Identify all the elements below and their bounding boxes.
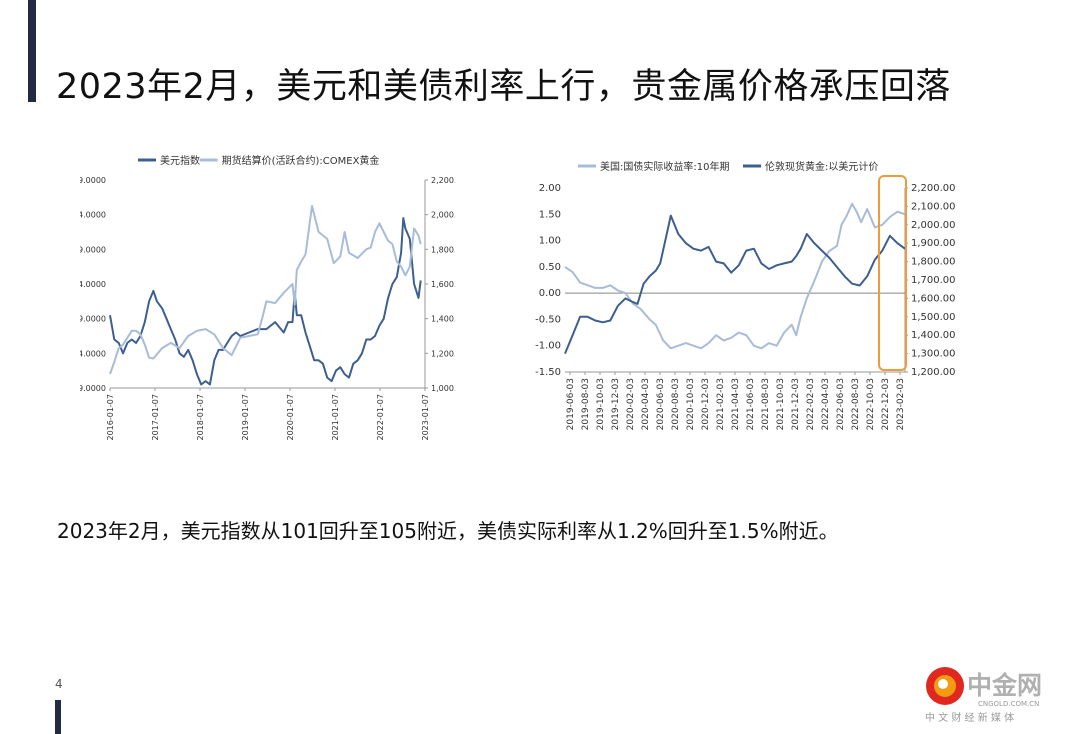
y-right-tick-label: 1,200.00	[911, 367, 956, 378]
cngold-watermark: 中金网 CNGOLD.COM.CN 中 文 财 经 新 媒 体	[905, 664, 1075, 728]
y-left-tick-label: 94.0000	[80, 349, 106, 358]
y-left-tick-label: 1.00	[539, 236, 561, 247]
x-tick-label: 2019-06-03	[566, 378, 576, 430]
y-right-tick-label: 1,000.00	[431, 384, 455, 393]
accent-bar-bottom	[55, 700, 61, 734]
y-left-tick-label: -1.00	[535, 341, 561, 352]
chart-real-yield-vs-london-gold: 美国:国债实际收益率:10年期 伦敦现货黄金:以美元计价 2.00 1.50 1.00 0…	[535, 160, 956, 430]
x-tick-label: 2023-02-03	[896, 378, 906, 430]
y-right-tick-label: 1,300.00	[911, 349, 956, 360]
x-tick-label: 2022-10-03	[866, 378, 876, 430]
x-tick-label: 2019-10-03	[596, 378, 606, 430]
x-tick-label: 2019-08-03	[581, 378, 591, 430]
x-tick-label: 2021-12-03	[791, 378, 801, 430]
legend-label: 伦敦现货黄金:以美元计价	[765, 160, 878, 173]
x-tick-label: 2020-01-07	[286, 394, 295, 440]
y-left-tick-label: 2.00	[539, 183, 561, 194]
x-tick-label: 2020-02-03	[626, 378, 636, 430]
y-left-tick-label: -1.50	[535, 367, 561, 378]
slide-body-text: 2023年2月，美元指数从101回升至105附近，美债实际利率从1.2%回升至1…	[57, 519, 839, 543]
x-tick-label: 2020-04-03	[641, 378, 651, 430]
legend-label: 美元指数	[160, 154, 200, 167]
x-tick-label: 2021-02-03	[716, 378, 726, 430]
x-tick-label: 2020-08-03	[671, 378, 681, 430]
x-tick-label: 2018-01-07	[196, 394, 205, 440]
y-left-tick-label: 89.0000	[80, 384, 106, 393]
highlight-box	[878, 175, 907, 371]
x-tick-label: 2021-08-03	[761, 378, 771, 430]
y-left-tick-label: 1.50	[539, 209, 561, 220]
y-right-tick-label: 1,200.00	[431, 349, 455, 358]
y-right-tick-label: 1,400.00	[911, 330, 956, 341]
y-right-tick-label: 2,200.00	[431, 176, 455, 185]
page-number: 4	[55, 677, 63, 691]
x-tick-label: 2017-01-07	[151, 394, 160, 440]
y-right-tick-label: 1,600.00	[431, 280, 455, 289]
y-left-tick-label: 99.0000	[80, 315, 106, 324]
x-tick-label: 2021-04-03	[731, 378, 741, 430]
x-tick-label: 2020-10-03	[686, 378, 696, 430]
y-left-tick-label: 0.00	[539, 288, 561, 299]
series-line-right	[564, 214, 906, 354]
y-left-tick-label: 0.50	[539, 262, 561, 273]
legend-label: 期货结算价(活跃合约):COMEX黄金	[222, 154, 380, 167]
y-right-tick-label: 1,700.00	[911, 275, 956, 286]
y-left-tick-label: 119.0000	[80, 176, 106, 185]
series-line-left	[564, 202, 906, 350]
y-left-tick-label: -0.50	[535, 314, 561, 325]
y-right-tick-label: 1,800.00	[431, 245, 455, 254]
y-right-tick-label: 2,000.00	[431, 211, 455, 220]
accent-bar-top	[28, 0, 36, 102]
series-line-left	[109, 217, 422, 386]
x-tick-label: 2023-01-07	[421, 394, 430, 440]
x-tick-label: 2016-01-07	[106, 394, 115, 440]
y-right-tick-label: 1,900.00	[911, 238, 956, 249]
x-tick-label: 2019-01-07	[241, 394, 250, 440]
y-right-tick-label: 2,100.00	[911, 201, 956, 212]
chart-dxy-vs-comex-gold: 美元指数 期货结算价(活跃合约):COMEX黄金 119.0000 114.0000 1…	[80, 154, 455, 440]
x-tick-label: 2022-02-03	[806, 378, 816, 430]
logo-core	[938, 679, 948, 689]
y-right-tick-label: 2,200.00	[911, 183, 956, 194]
logo-text: 中金网	[967, 671, 1042, 700]
x-tick-label: 2020-12-03	[701, 378, 711, 430]
legend-label: 美国:国债实际收益率:10年期	[600, 160, 729, 173]
y-right-tick-label: 2,000.00	[911, 220, 956, 231]
x-tick-label: 2022-08-03	[851, 378, 861, 430]
series-line-right	[109, 205, 422, 375]
x-tick-label: 2022-06-03	[836, 378, 846, 430]
x-tick-label: 2020-06-03	[656, 378, 666, 430]
x-tick-label: 2022-04-03	[821, 378, 831, 430]
x-tick-label: 2021-06-03	[746, 378, 756, 430]
x-tick-label: 2022-12-03	[881, 378, 891, 430]
x-tick-label: 2019-12-03	[611, 378, 621, 430]
y-right-tick-label: 1,400.00	[431, 315, 455, 324]
cngold-logo: 中金网 CNGOLD.COM.CN 中 文 财 经 新 媒 体	[925, 667, 1042, 724]
logo-subtitle: 中 文 财 经 新 媒 体	[925, 711, 1014, 724]
x-tick-label: 2022-01-07	[376, 394, 385, 440]
y-right-tick-label: 1,600.00	[911, 293, 956, 304]
y-left-tick-label: 104.0000	[80, 280, 106, 289]
y-left-tick-label: 114.0000	[80, 211, 106, 220]
slide-title: 2023年2月，美元和美债利率上行，贵金属价格承压回落	[56, 67, 951, 107]
y-left-tick-label: 109.0000	[80, 245, 106, 254]
x-tick-label: 2021-01-07	[331, 394, 340, 440]
x-tick-label: 2021-10-03	[776, 378, 786, 430]
y-right-tick-label: 1,800.00	[911, 257, 956, 268]
y-right-tick-label: 1,500.00	[911, 312, 956, 323]
logo-url: CNGOLD.COM.CN	[978, 700, 1039, 708]
